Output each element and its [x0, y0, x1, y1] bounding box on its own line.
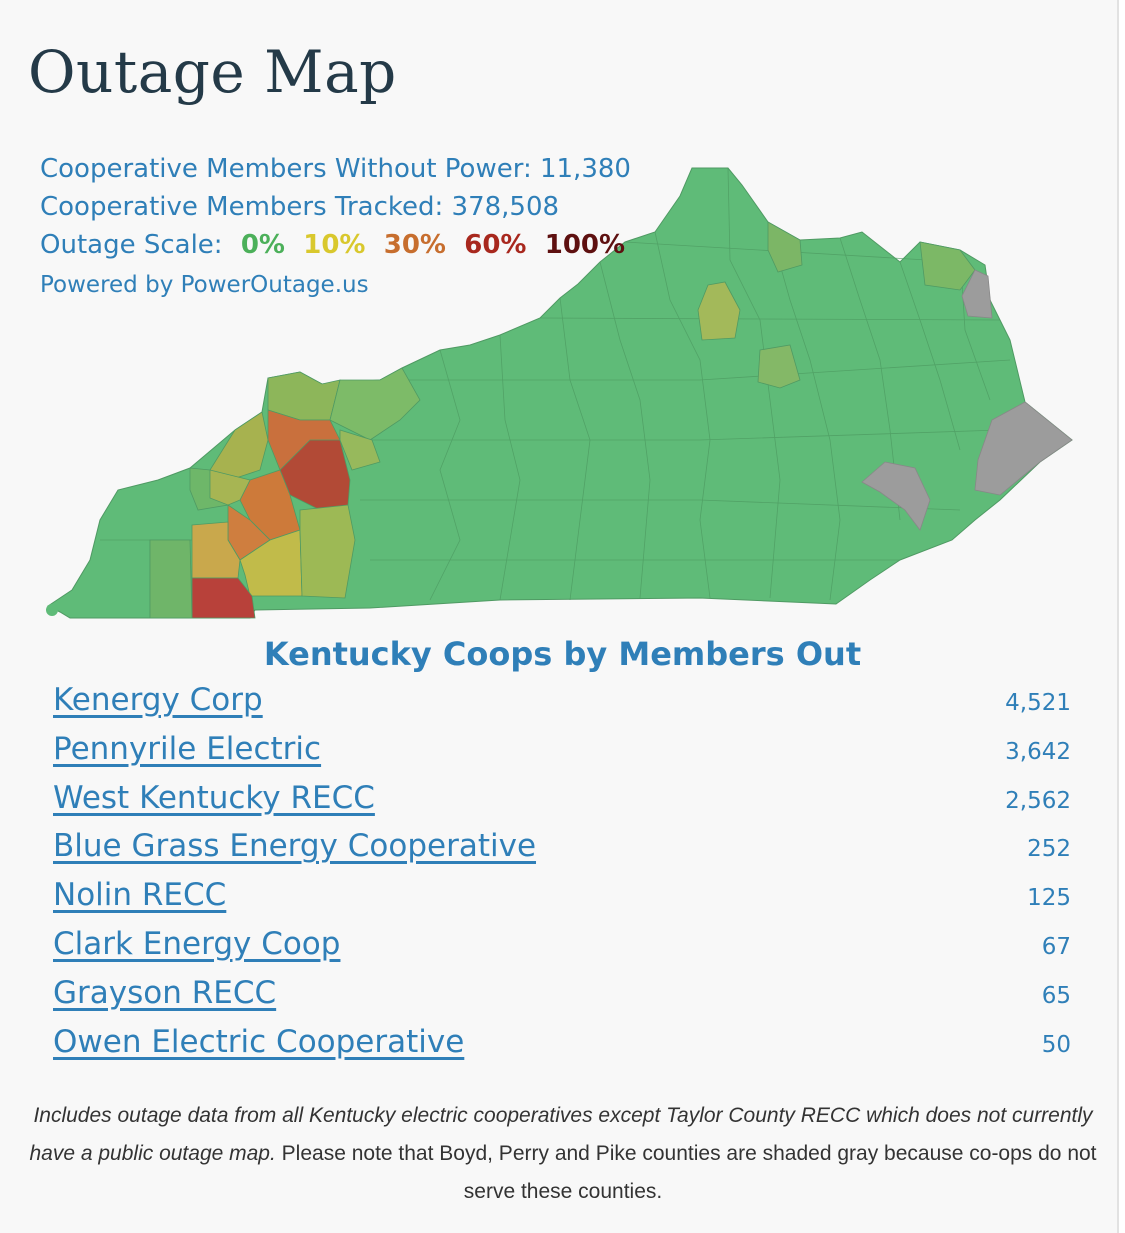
list-item: Kenergy Corp 4,521 [53, 682, 1071, 731]
county-gray-pike [974, 401, 1073, 496]
coop-members-out: 252 [1027, 836, 1071, 863]
kentucky-outage-map [46, 167, 1073, 619]
list-item: Blue Grass Energy Cooperative 252 [53, 828, 1071, 877]
list-item: Owen Electric Cooperative 50 [53, 1024, 1071, 1073]
coop-link[interactable]: Owen Electric Cooperative [53, 1023, 465, 1060]
county-lime-north-central [697, 281, 741, 341]
list-item: Nolin RECC 125 [53, 877, 1071, 926]
list-item: Clark Energy Coop 67 [53, 926, 1071, 975]
coop-link[interactable]: Grayson RECC [53, 974, 277, 1011]
powered-by: Powered by PowerOutage.us [40, 272, 369, 298]
footnote: Includes outage data from all Kentucky e… [28, 1097, 1098, 1211]
outage-scale-label: Outage Scale: [40, 230, 223, 260]
footnote-plain: Please note that Boyd, Perry and Pike co… [275, 1142, 1097, 1203]
coop-members-out: 65 [1041, 982, 1071, 1009]
county-gray-boyd [961, 269, 993, 319]
county-green-sw [149, 539, 193, 619]
county-olive-ne [919, 241, 976, 291]
list-item: Pennyrile Electric 3,642 [53, 731, 1071, 780]
kentucky-state-shape [47, 167, 1073, 619]
coop-members-out: 2,562 [1005, 787, 1071, 814]
coops-list: Kenergy Corp 4,521 Pennyrile Electric 3,… [53, 682, 1071, 1072]
county-olive-north [767, 221, 803, 273]
list-item: Grayson RECC 65 [53, 975, 1071, 1024]
members-without-power: Cooperative Members Without Power: 11,38… [40, 154, 631, 184]
county-light-north [267, 371, 341, 421]
stats-panel: Cooperative Members Without Power: 11,38… [40, 150, 631, 304]
scale-30: 30% [383, 230, 446, 260]
coop-link[interactable]: Nolin RECC [53, 877, 227, 914]
coop-members-out: 125 [1027, 885, 1071, 912]
county-lightgreen-east [339, 429, 381, 471]
footnote-italic: Includes outage data from all Kentucky e… [29, 1104, 1093, 1165]
coop-members-out: 3,642 [1005, 738, 1071, 765]
page-title: Outage Map [28, 38, 397, 106]
outage-scale: Outage Scale: 0% 10% 30% 60% 100% [40, 226, 631, 264]
coop-link[interactable]: Pennyrile Electric [53, 730, 322, 767]
members-tracked: Cooperative Members Tracked: 378,508 [40, 192, 560, 222]
coop-link[interactable]: Kenergy Corp [53, 682, 263, 718]
county-lime-west [209, 469, 251, 506]
scale-100: 100% [544, 230, 626, 260]
coop-link[interactable]: West Kentucky RECC [53, 779, 375, 816]
coop-link[interactable]: Clark Energy Coop [53, 925, 341, 962]
county-olive-central [757, 344, 801, 389]
coop-members-out: 67 [1041, 933, 1071, 960]
county-gray-perry [861, 461, 931, 531]
list-item: West Kentucky RECC 2,562 [53, 780, 1071, 829]
scale-0: 0% [240, 230, 285, 260]
scale-60: 60% [464, 230, 527, 260]
county-lines [100, 167, 1011, 618]
county-lime-south [299, 504, 356, 599]
coop-link[interactable]: Blue Grass Energy Cooperative [53, 828, 537, 865]
coops-list-title: Kentucky Coops by Members Out [263, 635, 862, 673]
county-green-island [46, 604, 58, 616]
coop-members-out: 4,521 [1005, 690, 1071, 716]
county-light-northeast [329, 367, 421, 441]
coop-members-out: 50 [1041, 1031, 1071, 1058]
scale-10: 10% [303, 230, 366, 260]
